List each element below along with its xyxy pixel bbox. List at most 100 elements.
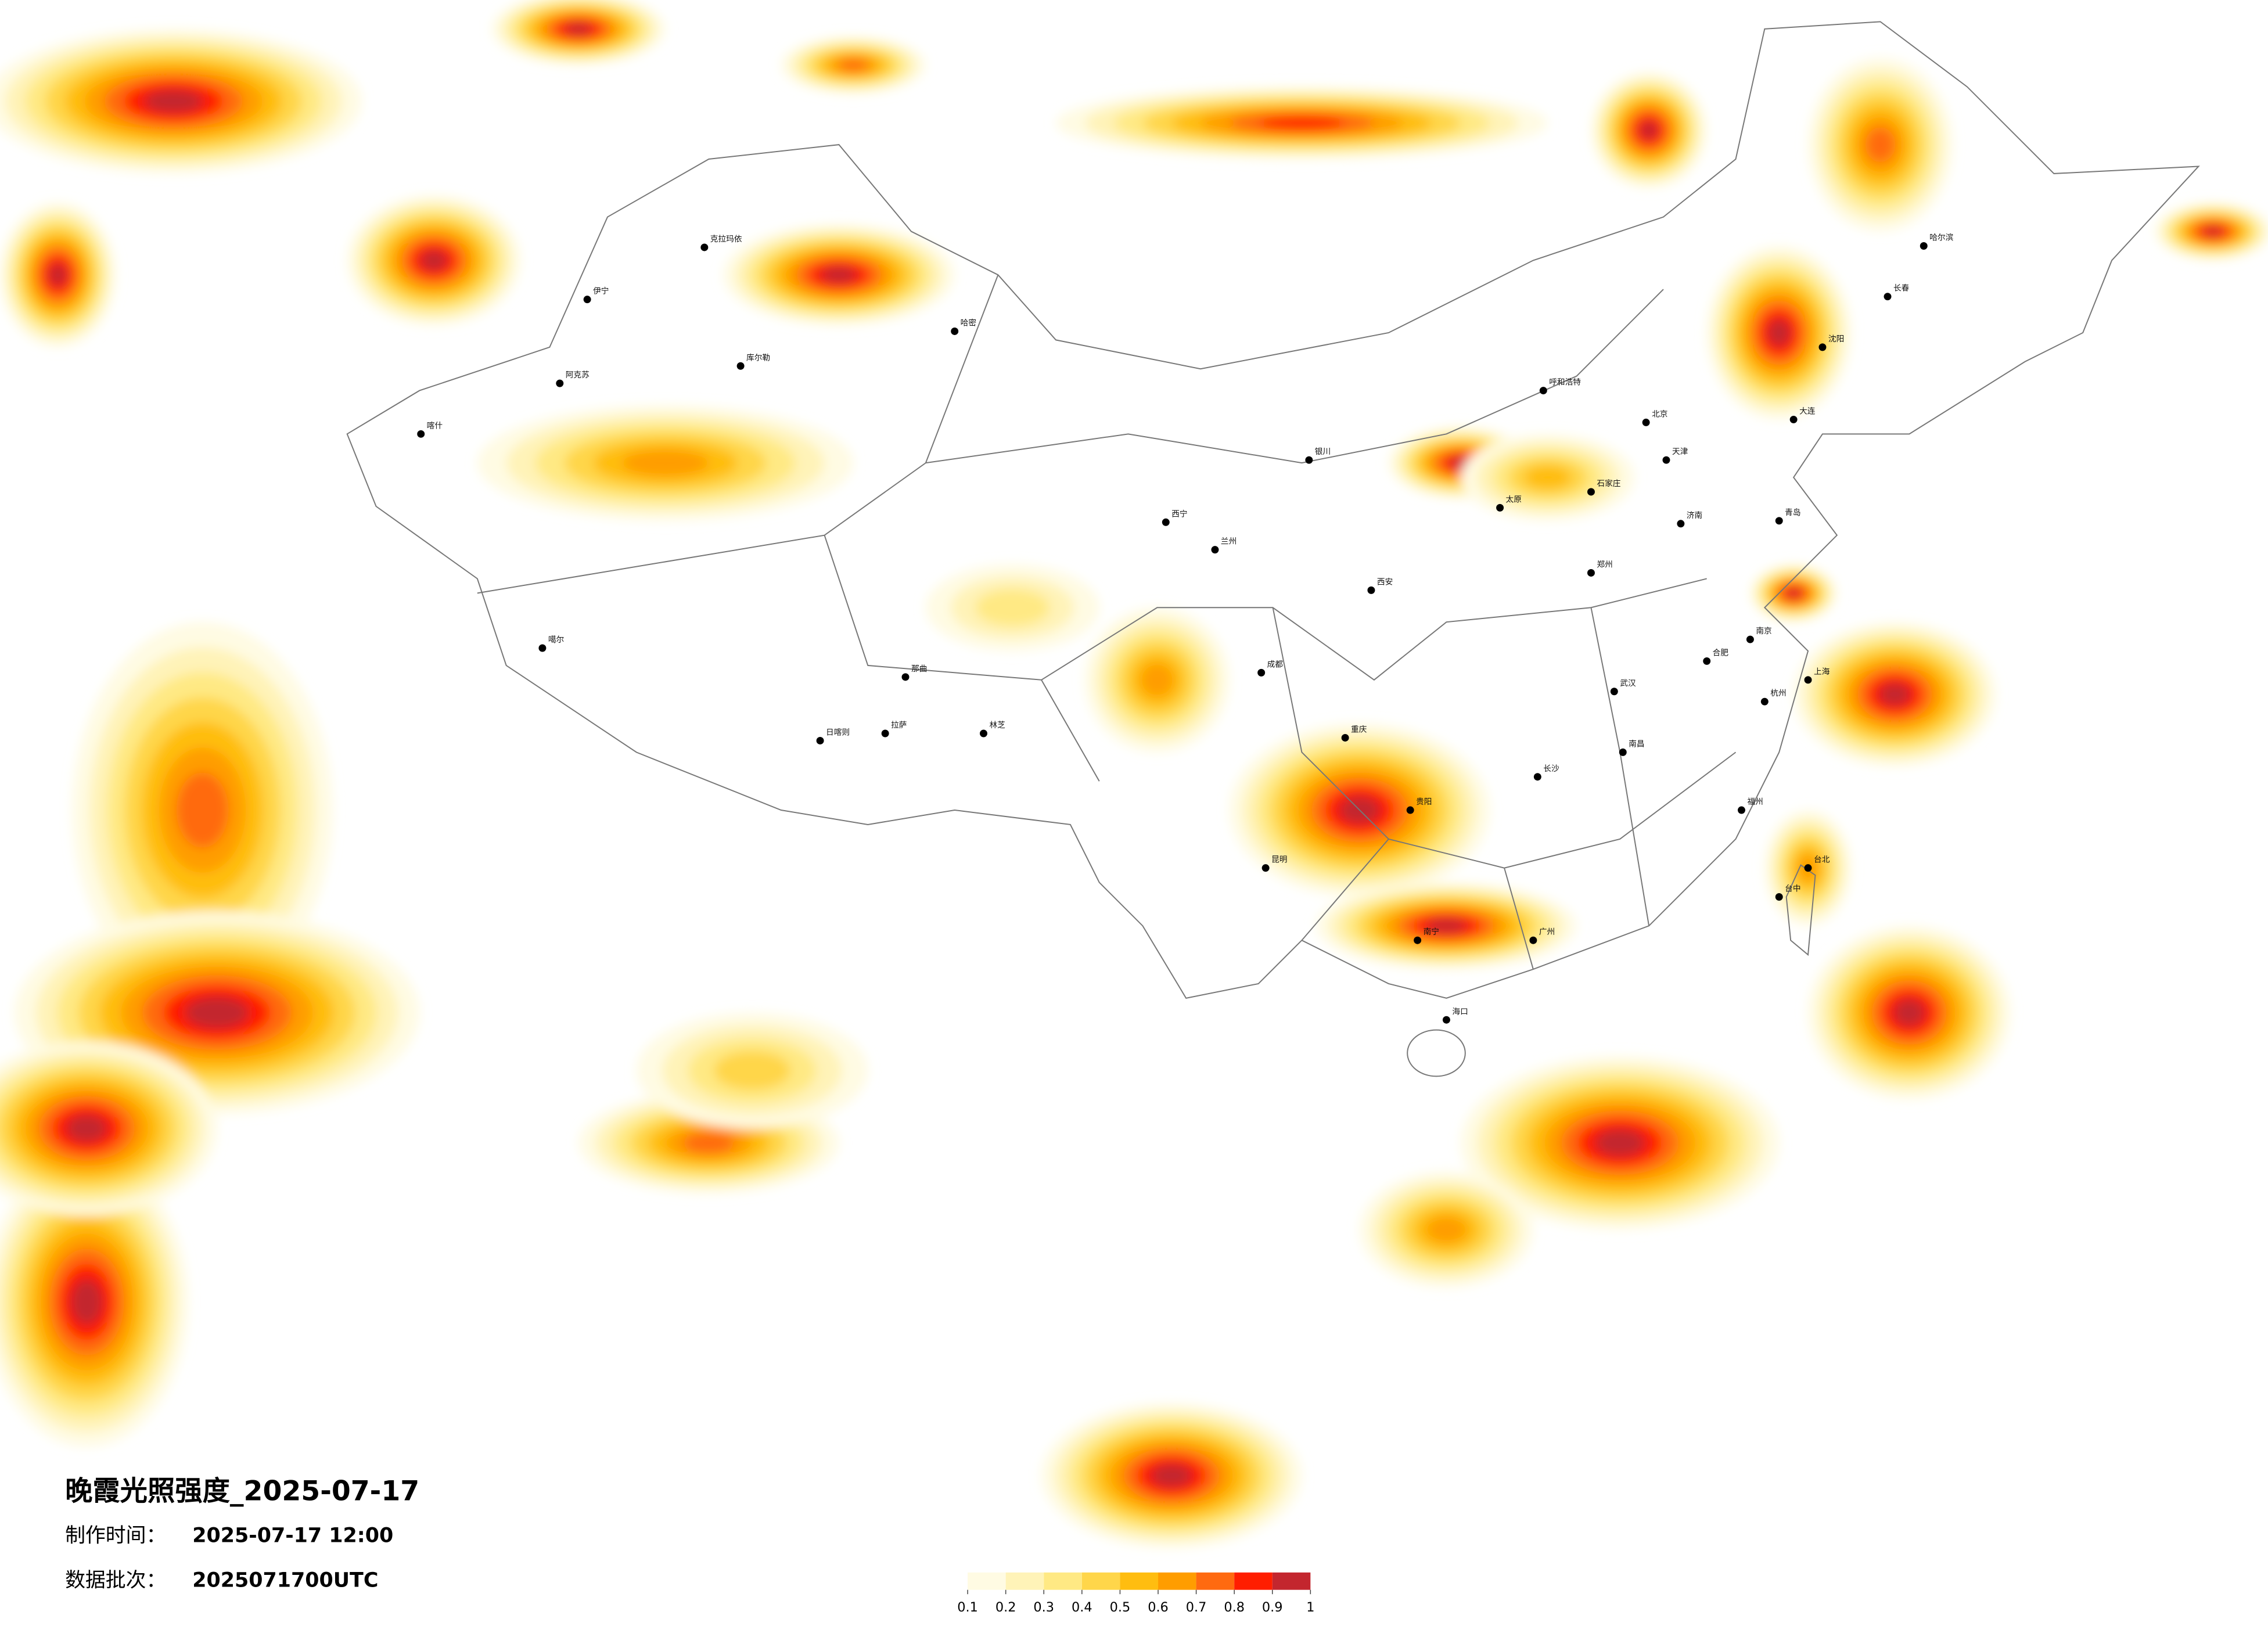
city-label: 台中 — [1785, 884, 1800, 894]
heat-cell — [1640, 121, 1658, 139]
city-label: 南宁 — [1424, 927, 1439, 937]
heat-cell — [1524, 465, 1572, 490]
heatmap — [0, 0, 2268, 1548]
city-label: 青岛 — [1785, 508, 1800, 517]
city-label: 武汉 — [1620, 679, 1636, 688]
colorbar-box — [1120, 1572, 1159, 1590]
city-label: 成都 — [1267, 660, 1284, 669]
made-label: 制作时间： — [65, 1524, 166, 1548]
batch: 2025071700UTC — [192, 1569, 378, 1592]
colorbar-label: 0.6 — [1148, 1600, 1169, 1615]
city-label: 阿克苏 — [566, 370, 590, 380]
heat-cell — [820, 267, 857, 283]
city-label: 沈阳 — [1828, 334, 1844, 344]
heat-cell — [1767, 319, 1791, 347]
city-label: 南昌 — [1629, 739, 1644, 749]
city-label: 昆明 — [1271, 855, 1287, 865]
colorbar-box — [1081, 1572, 1120, 1590]
city-label: 西宁 — [1171, 509, 1187, 519]
city-dot — [1539, 387, 1547, 395]
city-dot — [1738, 806, 1745, 814]
city-dot — [951, 327, 959, 335]
city-dot — [901, 673, 910, 681]
heat-cell — [1426, 919, 1467, 933]
city-label: 济南 — [1687, 511, 1702, 520]
heat-cell — [176, 772, 229, 848]
city-dot — [736, 362, 745, 370]
heat-cell — [1151, 1464, 1192, 1487]
colorbar-label: 0.1 — [957, 1600, 978, 1615]
city-label: 库尔勒 — [746, 353, 770, 362]
city-label: 上海 — [1814, 667, 1830, 677]
city-dot — [1162, 518, 1170, 526]
city-label: 拉萨 — [891, 721, 907, 730]
heat-cell — [621, 449, 709, 477]
heat-cell — [48, 263, 67, 286]
heat-cell — [185, 997, 249, 1029]
city-dot — [1341, 733, 1349, 742]
city-label: 兰州 — [1221, 537, 1237, 546]
city-dot — [538, 644, 547, 652]
city-dot — [1760, 697, 1769, 706]
hainan — [1407, 1029, 1466, 1077]
heat-cell — [839, 59, 868, 71]
colorbar-label: 0.2 — [995, 1600, 1016, 1615]
city-label: 噶尔 — [548, 635, 565, 645]
city-label: 哈尔滨 — [1929, 233, 1953, 243]
city-dot — [1257, 668, 1266, 677]
city-label: 哈密 — [961, 318, 977, 328]
city-label: 天津 — [1672, 447, 1688, 456]
city-label: 长沙 — [1543, 764, 1559, 774]
city-label: 南京 — [1756, 627, 1771, 636]
city-dot — [1442, 1016, 1450, 1024]
city-dot — [980, 729, 987, 738]
city-label: 银川 — [1315, 447, 1331, 456]
colorbar-label: 0.5 — [1110, 1600, 1131, 1615]
city-dot — [881, 729, 889, 738]
heat-cell — [565, 23, 592, 35]
city-dot — [1587, 488, 1595, 496]
city-label: 台北 — [1814, 855, 1830, 865]
batch-label: 数据批次： — [65, 1569, 166, 1592]
city-dot — [1920, 242, 1928, 250]
city-label: 日喀则 — [826, 728, 850, 737]
city-label: 西安 — [1377, 577, 1393, 587]
colorbar-label: 0.8 — [1224, 1600, 1245, 1615]
heat-cell — [1426, 1216, 1467, 1243]
heat-cell — [66, 1114, 107, 1142]
city-dot — [1818, 343, 1827, 351]
city-dot — [1261, 864, 1270, 872]
colorbar-box — [1044, 1572, 1082, 1590]
city-dot — [1367, 586, 1375, 594]
province-lines — [477, 274, 1737, 970]
heat-cell — [70, 1279, 103, 1325]
colorbar: 0.1 0.2 0.3 0.4 0.5 0.6 0.7 0.8 0.9 1 — [957, 1572, 1314, 1615]
colorbar-label: 0.9 — [1262, 1600, 1283, 1615]
city-label: 太原 — [1506, 495, 1522, 504]
city-dot — [1703, 657, 1711, 665]
city-label: 克拉玛依 — [710, 235, 742, 244]
title: 晚霞光照强度_2025-07-17 — [65, 1475, 419, 1507]
city-dot — [1587, 569, 1595, 577]
heat-cell — [1878, 683, 1911, 706]
city-label: 广州 — [1539, 927, 1555, 937]
heat-cell — [975, 589, 1050, 627]
city-dot — [1211, 546, 1219, 554]
city-label: 长春 — [1893, 284, 1910, 293]
city-label: 郑州 — [1597, 560, 1612, 570]
colorbar-box — [1196, 1572, 1235, 1590]
heat-cell — [2204, 226, 2223, 236]
city-dot — [583, 296, 591, 304]
city-dot — [700, 243, 709, 251]
made-time: 2025-07-17 12:00 — [192, 1524, 393, 1548]
heat-cell — [1787, 588, 1800, 598]
city-dot — [1406, 806, 1414, 814]
city-label: 北京 — [1652, 409, 1667, 419]
city-label: 合肥 — [1713, 648, 1729, 657]
city-label: 石家庄 — [1597, 479, 1620, 488]
colorbar-label: 1 — [1306, 1600, 1314, 1615]
city-label: 海口 — [1452, 1007, 1468, 1016]
city-label: 重庆 — [1351, 725, 1367, 734]
